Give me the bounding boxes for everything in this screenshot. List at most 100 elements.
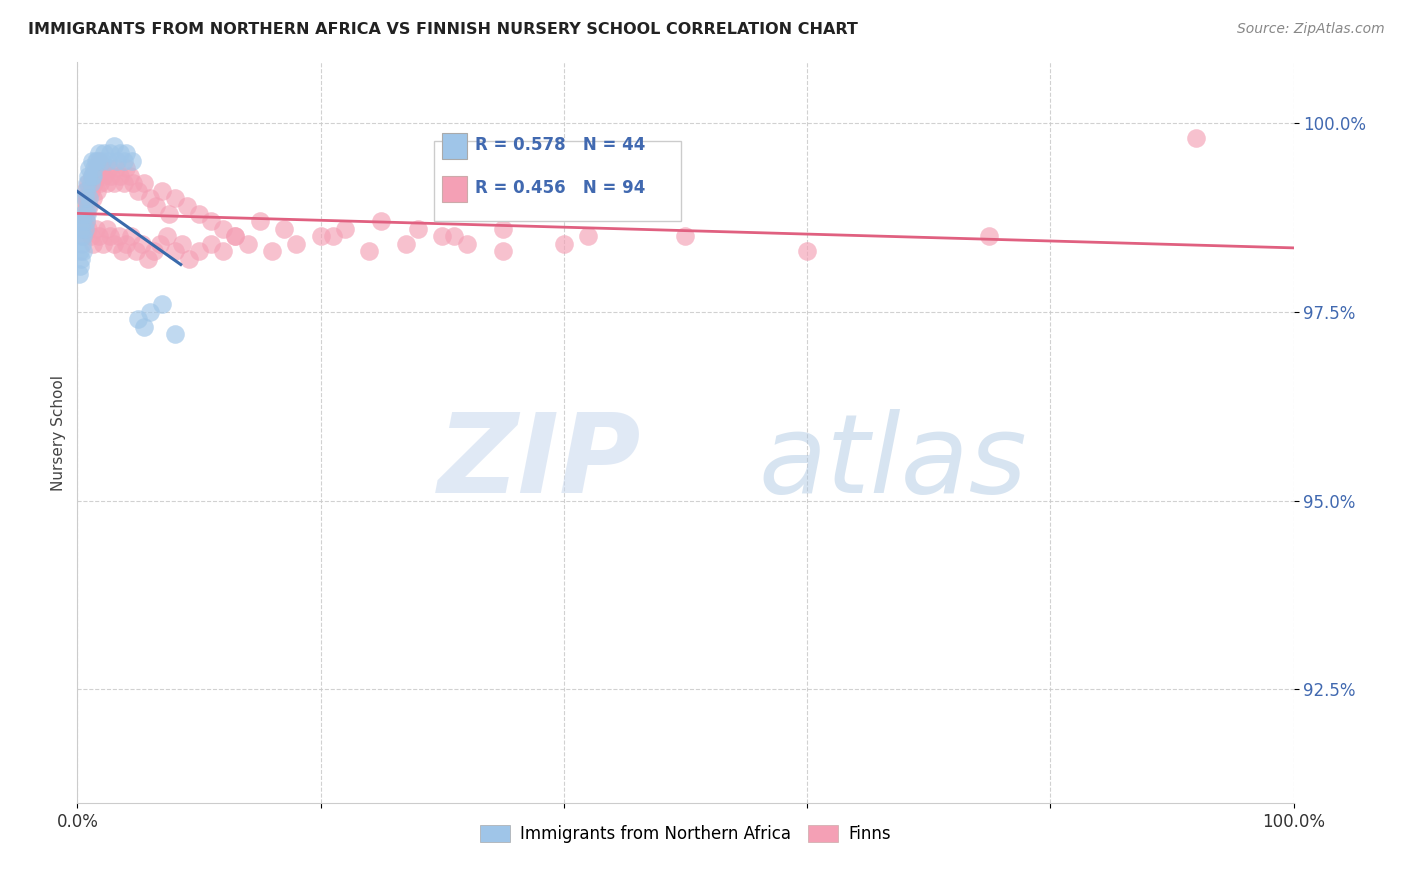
Point [125, 244, 148, 259]
Point [80, 153, 103, 168]
Point [73, 184, 96, 198]
Point [212, 244, 235, 259]
Point [136, 252, 159, 266]
Point [86, 153, 108, 168]
Point [322, 229, 344, 244]
Point [73, 191, 96, 205]
Text: IMMIGRANTS FROM NORTHERN AFRICA VS FINNISH NURSERY SCHOOL CORRELATION CHART: IMMIGRANTS FROM NORTHERN AFRICA VS FINNI… [28, 22, 858, 37]
Point [200, 236, 222, 251]
Point [90, 153, 112, 168]
Point [139, 304, 162, 318]
Point [86, 184, 108, 198]
Point [492, 244, 515, 259]
Point [152, 297, 174, 311]
Text: ZIP: ZIP [437, 409, 641, 516]
Point [139, 191, 162, 205]
Point [176, 199, 198, 213]
Point [107, 229, 129, 244]
Point [83, 177, 105, 191]
Point [112, 177, 135, 191]
Point [156, 229, 179, 244]
Point [285, 236, 308, 251]
Point [675, 229, 697, 244]
Point [72, 214, 94, 228]
Point [163, 244, 186, 259]
Point [370, 214, 392, 228]
Point [115, 236, 138, 251]
Point [108, 146, 131, 161]
Point [70, 252, 93, 266]
Point [443, 229, 465, 244]
Point [75, 214, 97, 228]
Point [188, 206, 211, 220]
Point [77, 221, 100, 235]
Point [115, 146, 138, 161]
Point [127, 184, 149, 198]
FancyBboxPatch shape [441, 176, 467, 202]
Point [89, 229, 111, 244]
Point [69, 260, 91, 274]
Point [82, 191, 104, 205]
Point [90, 161, 112, 176]
Point [72, 244, 94, 259]
Point [979, 229, 1001, 244]
Point [492, 221, 515, 235]
Point [80, 229, 103, 244]
Point [111, 244, 134, 259]
Point [84, 153, 107, 168]
Point [98, 229, 121, 244]
Point [80, 184, 103, 198]
Point [188, 244, 211, 259]
Point [77, 199, 100, 213]
Point [70, 214, 93, 228]
Point [553, 236, 575, 251]
Point [87, 169, 110, 183]
Point [107, 153, 129, 168]
Point [406, 221, 429, 235]
Point [77, 169, 100, 183]
Point [82, 169, 104, 183]
Point [96, 177, 118, 191]
Point [200, 214, 222, 228]
Point [89, 146, 111, 161]
Point [75, 214, 97, 228]
Point [170, 236, 193, 251]
Point [98, 146, 121, 161]
Point [70, 229, 93, 244]
Text: Source: ZipAtlas.com: Source: ZipAtlas.com [1237, 22, 1385, 37]
Point [395, 236, 418, 251]
Point [72, 229, 94, 244]
Point [80, 169, 103, 183]
Point [359, 244, 381, 259]
Text: R = 0.456   N = 94: R = 0.456 N = 94 [475, 179, 645, 197]
Point [179, 252, 201, 266]
Point [70, 221, 93, 235]
Point [75, 206, 97, 220]
Point [80, 169, 103, 183]
Point [96, 221, 118, 235]
Point [224, 229, 246, 244]
Point [79, 191, 101, 205]
Point [212, 221, 235, 235]
Point [142, 244, 165, 259]
Point [84, 161, 107, 176]
Point [103, 138, 125, 153]
Point [224, 229, 246, 244]
Point [93, 146, 115, 161]
Point [72, 229, 94, 244]
Point [157, 206, 180, 220]
Point [249, 214, 271, 228]
Point [120, 229, 142, 244]
Point [105, 161, 128, 176]
Point [127, 312, 149, 326]
Point [122, 177, 145, 191]
Point [89, 177, 111, 191]
Point [134, 319, 156, 334]
Point [152, 184, 174, 198]
Point [70, 236, 93, 251]
Point [100, 169, 122, 183]
Point [333, 221, 356, 235]
Point [97, 153, 120, 168]
Point [115, 161, 138, 176]
Point [260, 244, 283, 259]
